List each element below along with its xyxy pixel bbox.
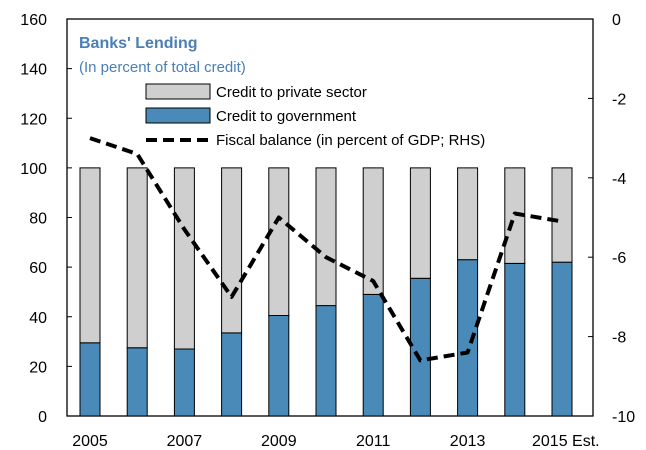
right-y-tick-label: -8: [612, 330, 626, 347]
right-y-tick-label: -10: [612, 409, 635, 426]
bar-credit-private: [409, 167, 431, 279]
legend-label-private: Credit to private sector: [216, 84, 367, 101]
right-y-axis: 0 -2 -4 -6 -8 -10: [588, 12, 635, 426]
chart-subtitle: (In percent of total credit): [79, 59, 246, 76]
right-y-tick-label: 0: [612, 12, 621, 29]
bar-credit-private: [221, 167, 243, 334]
legend-swatch-private: [145, 83, 211, 100]
bar-credit-private: [268, 167, 290, 317]
x-tick-label: 2009: [261, 433, 297, 450]
bar-credit-government: [173, 348, 195, 417]
bar-credit-government: [504, 262, 526, 417]
bar-credit-government: [221, 332, 243, 417]
left-y-tick-label: 40: [29, 310, 47, 327]
fiscal-balance-line: [89, 136, 563, 363]
bar-credit-private: [551, 167, 573, 263]
left-y-tick-label: 140: [20, 62, 47, 79]
x-tick-label: 2013: [450, 433, 486, 450]
right-y-tick-label: -4: [612, 171, 626, 188]
bar-credit-private: [173, 167, 195, 350]
bar-credit-private: [504, 167, 526, 264]
legend-label-fiscal: Fiscal balance (in percent of GDP; RHS): [216, 132, 485, 149]
chart-title: Banks' Lending: [79, 35, 197, 52]
fiscal-balance-path: [89, 136, 563, 363]
x-tick-label: 2011: [356, 433, 391, 450]
left-y-tick-label: 60: [29, 260, 47, 277]
bar-credit-private: [362, 167, 384, 295]
legend: Credit to private sector Credit to gover…: [145, 83, 485, 149]
x-tick-label: 2015 Est.: [532, 433, 600, 450]
bar-credit-government: [409, 277, 431, 417]
bar-credit-private: [79, 167, 101, 344]
bar-credit-government: [126, 347, 148, 417]
x-axis: 2005 2007 2009 2011 2013 2015 Est.: [72, 433, 599, 450]
legend-label-government: Credit to government: [216, 108, 357, 125]
left-y-tick-label: 0: [38, 409, 47, 426]
x-tick-label: 2007: [167, 433, 203, 450]
bar-credit-government: [268, 315, 290, 417]
bar-credit-government: [315, 305, 337, 417]
bar-credit-government: [79, 342, 101, 417]
right-y-tick-label: -2: [612, 91, 626, 108]
left-y-tick-label: 20: [29, 359, 47, 376]
left-y-tick-label: 160: [20, 12, 47, 29]
bar-credit-private: [457, 167, 479, 261]
left-y-tick-label: 100: [20, 161, 47, 178]
x-tick-label: 2005: [72, 433, 108, 450]
right-y-tick-label: -6: [612, 250, 626, 267]
left-y-axis: 0 20 40 60 80 100 120 140 160: [20, 12, 72, 426]
bar-credit-private: [315, 167, 337, 307]
bar-credit-private: [126, 167, 148, 349]
bar-group: [79, 167, 573, 417]
bar-credit-government: [362, 293, 384, 417]
bar-credit-government: [551, 261, 573, 417]
left-y-tick-label: 80: [29, 211, 47, 228]
legend-swatch-government: [145, 107, 211, 124]
left-y-tick-label: 120: [20, 111, 47, 128]
